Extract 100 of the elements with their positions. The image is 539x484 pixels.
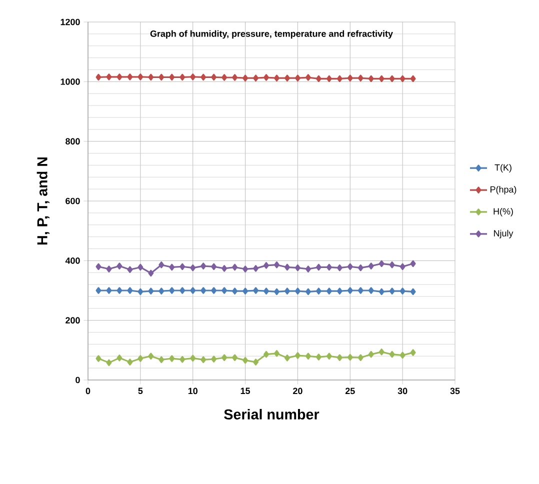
point bbox=[316, 264, 322, 271]
point bbox=[336, 288, 342, 294]
point bbox=[400, 263, 406, 270]
point bbox=[389, 75, 395, 82]
point bbox=[368, 350, 374, 358]
legend-label: P(hpa) bbox=[490, 186, 516, 194]
point bbox=[190, 74, 196, 80]
point bbox=[222, 354, 228, 362]
point bbox=[200, 356, 206, 364]
x-tick-label: 35 bbox=[450, 388, 460, 394]
point bbox=[274, 350, 280, 357]
point bbox=[148, 288, 154, 294]
x-tick-label: 10 bbox=[188, 388, 198, 394]
point bbox=[284, 288, 290, 294]
x-axis-title: Serial number bbox=[224, 408, 320, 420]
point bbox=[116, 287, 122, 294]
point bbox=[368, 75, 374, 82]
point bbox=[316, 75, 322, 82]
point bbox=[96, 355, 102, 362]
point bbox=[316, 288, 322, 294]
point bbox=[127, 287, 133, 294]
point bbox=[336, 264, 342, 272]
point bbox=[264, 288, 269, 294]
point bbox=[158, 288, 164, 294]
point bbox=[222, 287, 228, 294]
y-tick-label: 400 bbox=[65, 257, 80, 264]
point bbox=[294, 288, 300, 294]
point bbox=[106, 74, 112, 80]
point bbox=[274, 288, 280, 296]
point bbox=[242, 266, 248, 272]
point bbox=[368, 287, 374, 294]
point bbox=[180, 287, 186, 294]
point bbox=[347, 354, 353, 361]
x-tick-label: 30 bbox=[398, 388, 408, 394]
point bbox=[358, 287, 364, 294]
point bbox=[400, 288, 406, 294]
point bbox=[211, 74, 217, 81]
point bbox=[116, 74, 122, 80]
point bbox=[336, 354, 342, 362]
point bbox=[127, 358, 133, 366]
point bbox=[190, 354, 196, 362]
point bbox=[389, 288, 395, 294]
point bbox=[294, 74, 300, 82]
point bbox=[232, 354, 238, 362]
point bbox=[410, 260, 416, 268]
point bbox=[190, 264, 196, 272]
point bbox=[305, 74, 311, 81]
point bbox=[148, 352, 154, 360]
point bbox=[211, 287, 217, 294]
point bbox=[138, 355, 144, 362]
point bbox=[264, 74, 269, 81]
point bbox=[158, 74, 164, 81]
point bbox=[264, 262, 269, 269]
point bbox=[253, 74, 259, 82]
point bbox=[96, 287, 102, 294]
point bbox=[264, 350, 269, 358]
x-tick-label: 5 bbox=[138, 388, 143, 394]
point bbox=[222, 74, 228, 81]
y-tick-label: 200 bbox=[66, 317, 80, 324]
point bbox=[232, 264, 238, 271]
point bbox=[148, 270, 154, 277]
point bbox=[410, 288, 416, 296]
point bbox=[96, 74, 102, 81]
point bbox=[284, 264, 290, 271]
point bbox=[336, 75, 342, 82]
y-tick-label: 1000 bbox=[60, 78, 80, 85]
point bbox=[211, 356, 217, 363]
point bbox=[378, 260, 384, 268]
point bbox=[180, 356, 186, 363]
point bbox=[400, 75, 406, 82]
point bbox=[358, 354, 364, 362]
point bbox=[138, 264, 144, 271]
point bbox=[389, 261, 395, 268]
point bbox=[148, 74, 154, 81]
x-tick-label: 20 bbox=[293, 388, 302, 394]
point bbox=[138, 288, 144, 296]
point bbox=[347, 263, 353, 270]
point bbox=[378, 75, 384, 82]
point bbox=[294, 352, 300, 359]
point bbox=[169, 355, 175, 362]
y-tick-label: 800 bbox=[66, 138, 80, 145]
point bbox=[410, 75, 416, 82]
point bbox=[284, 354, 290, 362]
point bbox=[200, 74, 206, 81]
point bbox=[127, 74, 133, 80]
point bbox=[378, 288, 384, 296]
point bbox=[106, 287, 112, 294]
point bbox=[200, 262, 206, 270]
point bbox=[274, 74, 280, 82]
point bbox=[232, 288, 238, 294]
point bbox=[326, 352, 332, 360]
point bbox=[242, 74, 248, 82]
x-tick-label: 15 bbox=[240, 388, 250, 394]
point bbox=[232, 74, 238, 81]
point bbox=[389, 350, 395, 358]
x-tick-label: 0 bbox=[86, 388, 90, 394]
point bbox=[294, 264, 300, 272]
legend-label: T(K) bbox=[494, 164, 512, 172]
point bbox=[116, 354, 122, 362]
point bbox=[326, 264, 332, 271]
